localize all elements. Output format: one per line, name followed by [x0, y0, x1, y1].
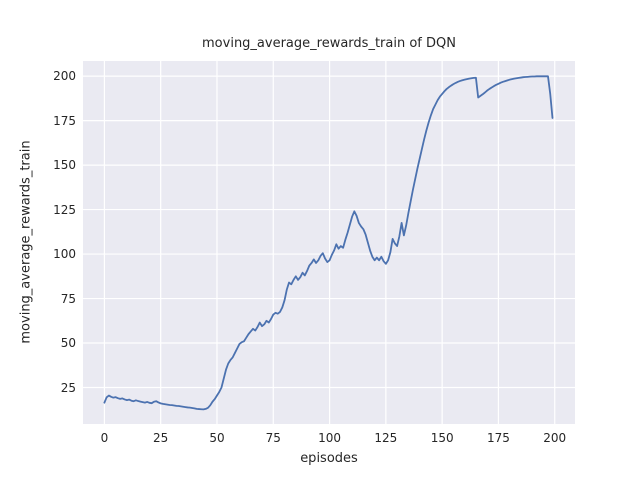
chart-title: moving_average_rewards_train of DQN	[202, 36, 456, 51]
x-tick-label: 100	[318, 431, 342, 445]
y-tick-label: 150	[53, 158, 76, 173]
y-tick-label: 200	[53, 69, 76, 84]
y-tick-label: 175	[53, 113, 76, 128]
x-tick-label: 75	[265, 431, 281, 445]
x-tick-label: 175	[486, 431, 510, 445]
x-tick-label: 25	[153, 431, 169, 445]
y-tick-label: 125	[53, 202, 76, 217]
y-tick-label: 25	[60, 380, 76, 395]
y-axis-label-text: moving_average_rewards_train	[18, 140, 34, 344]
x-axis-label: episodes	[300, 451, 358, 466]
plot-area	[83, 61, 575, 424]
plot-svg	[83, 61, 575, 424]
x-tick-label: 150	[430, 431, 454, 445]
x-tick-label: 50	[209, 431, 225, 445]
line-series	[103, 75, 554, 411]
x-tick-label: 0	[100, 431, 109, 445]
y-tick-label: 50	[60, 336, 76, 351]
x-tick-label: 125	[374, 431, 398, 445]
y-tick-label: 100	[53, 247, 76, 262]
y-tick-label: 75	[60, 291, 76, 306]
x-tick-label: 200	[543, 431, 567, 445]
